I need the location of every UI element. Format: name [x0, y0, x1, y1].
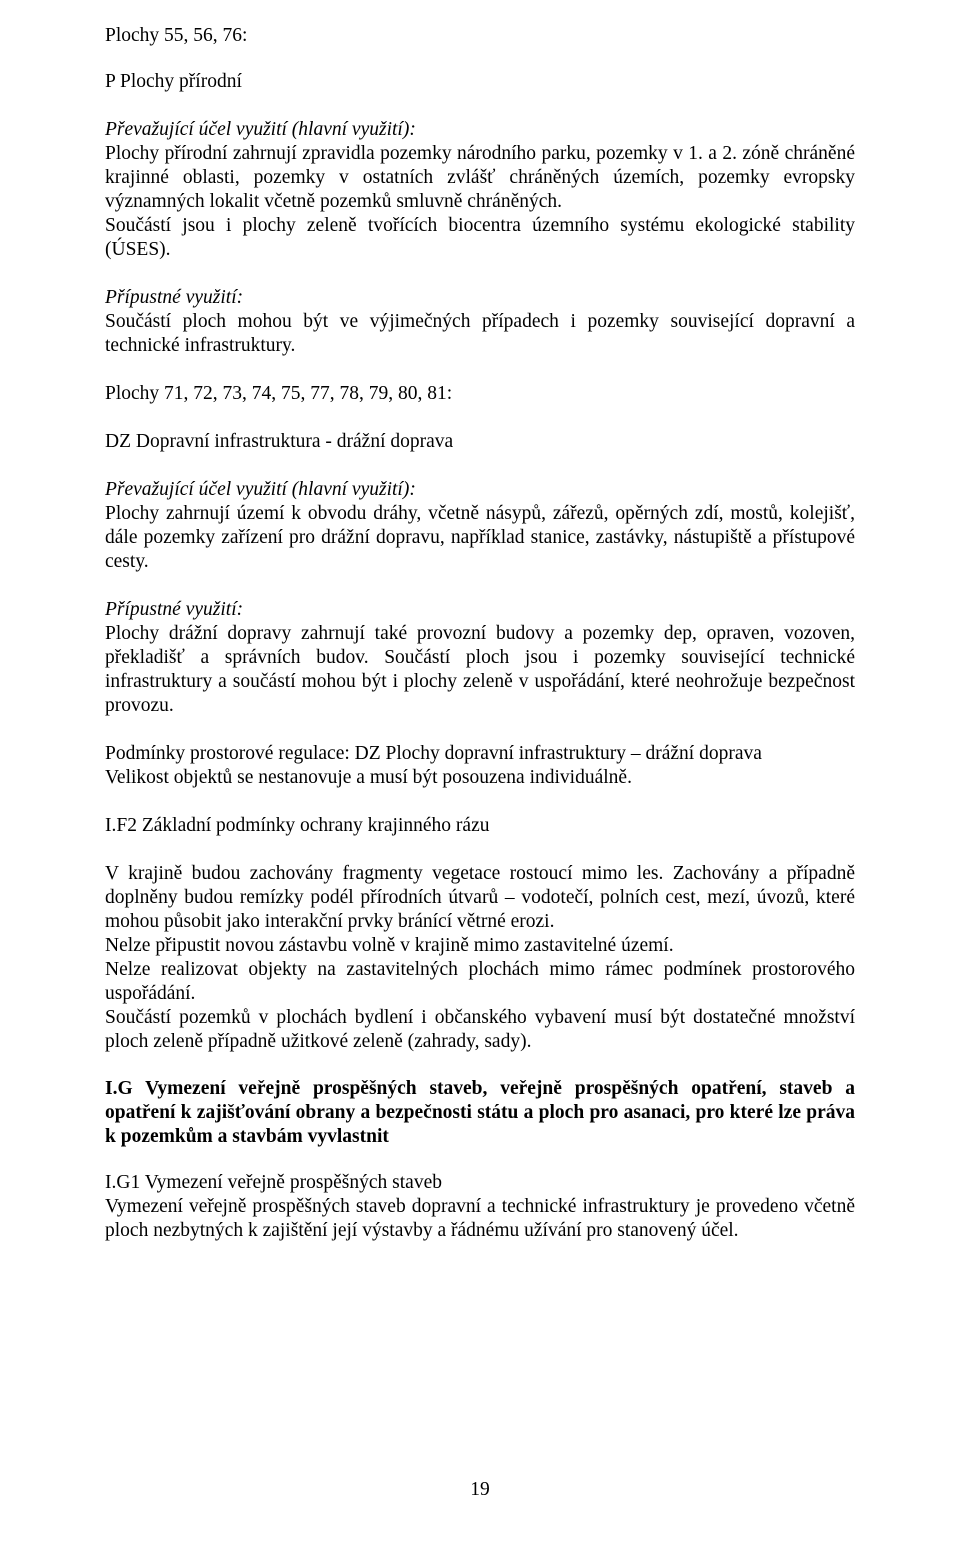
label-prevazujici-1: Převažující účel využití (hlavní využití… [105, 119, 416, 140]
label-pripustne-1: Přípustné využití: [105, 287, 243, 308]
heading-i-g: I.G Vymezení veřejně prospěšných staveb,… [105, 1077, 855, 1149]
block-pripustne-1: Přípustné využití:Součástí ploch mohou b… [105, 286, 855, 358]
plochy-55-56-76-heading: Plochy 55, 56, 76: [105, 24, 855, 48]
block-vymezeni-staveb: Vymezení veřejně prospěšných staveb dopr… [105, 1195, 855, 1243]
body-pripustne-2: Plochy drážní dopravy zahrnují také prov… [105, 623, 860, 716]
block-podminky-regulace: Podmínky prostorové regulace: DZ Plochy … [105, 742, 855, 790]
block-prevazujici-1: Převažující účel využití (hlavní využití… [105, 118, 855, 262]
block-pripustne-2: Přípustné využití:Plochy drážní dopravy … [105, 598, 855, 718]
block-prevazujici-2: Převažující účel využití (hlavní využití… [105, 478, 855, 574]
p-plochy-prirodni-heading: P Plochy přírodní [105, 70, 855, 94]
document-page: Plochy 55, 56, 76: P Plochy přírodní Pře… [0, 0, 960, 1561]
body-prevazujici-2: Plochy zahrnují území k obvodu dráhy, vč… [105, 503, 860, 572]
page-number: 19 [0, 1479, 960, 1501]
dz-dopravni-heading: DZ Dopravní infrastruktura - drážní dopr… [105, 430, 855, 454]
heading-i-f2: I.F2 Základní podmínky ochrany krajinnéh… [105, 814, 855, 838]
label-pripustne-2: Přípustné využití: [105, 599, 243, 620]
body-pripustne-1: Součástí ploch mohou být ve výjimečných … [105, 311, 860, 356]
label-prevazujici-2: Převažující účel využití (hlavní využití… [105, 479, 416, 500]
plochy-71-81-heading: Plochy 71, 72, 73, 74, 75, 77, 78, 79, 8… [105, 382, 855, 406]
block-krajinny-raz: V krajině budou zachovány fragmenty vege… [105, 862, 855, 1054]
heading-i-g1: I.G1 Vymezení veřejně prospěšných staveb [105, 1171, 855, 1195]
body-prevazujici-1: Plochy přírodní zahrnují zpravidla pozem… [105, 143, 860, 260]
